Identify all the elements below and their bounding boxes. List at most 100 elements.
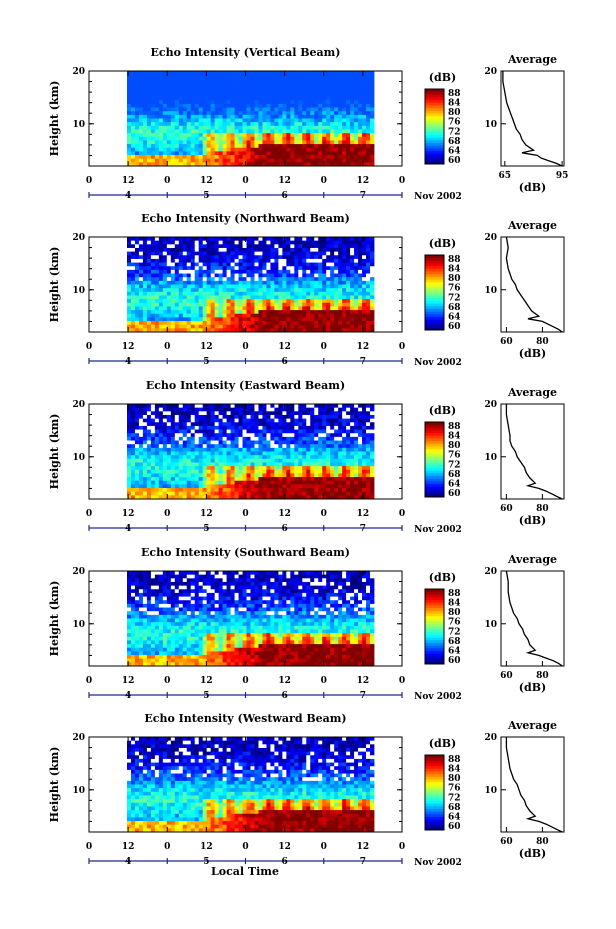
heatmap-cell [146, 258, 152, 263]
heatmap-cell [354, 125, 359, 130]
heatmap-cell [238, 103, 243, 108]
heatmap-cell [154, 251, 160, 256]
heatmap-cell [262, 284, 267, 289]
heatmap-cell [178, 107, 184, 112]
heatmap-cell [366, 255, 371, 260]
heatmap-cell [318, 477, 323, 482]
heatmap-cell [230, 310, 235, 315]
heatmap-cell [274, 240, 279, 245]
heatmap-cell [130, 429, 136, 434]
heatmap-cell [358, 414, 363, 420]
heatmap-cell [266, 291, 271, 296]
heatmap-cell [214, 299, 220, 304]
heatmap-cell [306, 247, 311, 253]
heatmap-cell [302, 284, 307, 289]
heatmap-cell [170, 74, 176, 79]
heatmap-cell [354, 107, 359, 112]
heatmap-cell [130, 284, 136, 289]
heatmap-cell [198, 466, 204, 471]
heatmap-cell [218, 237, 224, 242]
heatmap-cell [338, 495, 343, 500]
heatmap-cell [250, 418, 255, 423]
heatmap-cell [258, 455, 263, 460]
heatmap-cell [274, 251, 279, 256]
heatmap-cell [354, 447, 359, 452]
colorbar-swatch [425, 287, 444, 291]
heatmap-cell [202, 313, 208, 318]
heatmap-cell [326, 436, 331, 441]
heatmap-cell [166, 317, 172, 322]
heatmap-cell [186, 262, 192, 267]
heatmap-cell [358, 317, 363, 322]
heatmap-cell [134, 418, 140, 423]
heatmap-cell [186, 114, 192, 119]
heatmap-cell [130, 488, 136, 493]
heatmap-cell [278, 111, 283, 116]
heatmap-cell [306, 244, 311, 249]
heatmap-cell [286, 258, 291, 263]
heatmap-cell [310, 433, 315, 438]
heatmap-cell [222, 414, 227, 420]
heatmap-cell [138, 255, 144, 260]
heatmap-cell [274, 71, 279, 76]
heatmap-cell [170, 136, 176, 141]
heatmap-cell [158, 147, 164, 152]
heatmap-cell [286, 74, 291, 79]
heatmap-cell [198, 488, 204, 493]
heatmap-cell [330, 74, 335, 79]
heatmap-cell [266, 158, 271, 163]
heatmap-cell [302, 422, 307, 427]
heatmap-cell [358, 411, 363, 416]
heatmap-cell [322, 491, 327, 496]
heatmap-cell [258, 480, 263, 485]
heatmap-cell [210, 495, 216, 500]
heatmap-cell [178, 255, 184, 260]
heatmap-cell [278, 151, 283, 156]
heatmap-cell [346, 269, 351, 274]
heatmap-cell [306, 258, 311, 263]
heatmap-cell [342, 155, 347, 160]
profile-x-tick-label: 95 [556, 171, 569, 181]
heatmap-cell [306, 444, 311, 449]
heatmap-cell [286, 273, 291, 278]
heatmap-cell [138, 111, 144, 116]
heatmap-cell [254, 488, 259, 493]
heatmap-cell [246, 277, 251, 282]
heatmap-cell [230, 144, 235, 149]
heatmap-cell [142, 136, 148, 141]
heatmap-cell [238, 317, 243, 322]
heatmap-cell [222, 469, 227, 474]
heatmap-cell [254, 306, 259, 311]
heatmap-cell [134, 466, 140, 471]
heatmap-cell [174, 251, 180, 256]
heatmap-cell [334, 85, 339, 90]
heatmap-cell [306, 280, 311, 285]
heatmap-cell [142, 425, 148, 430]
heatmap-cell [186, 244, 192, 249]
heatmap-cell [270, 258, 275, 263]
heatmap-cell [202, 155, 208, 160]
heatmap-cell [222, 96, 227, 101]
heatmap-cell [194, 251, 200, 256]
heatmap-cell [186, 129, 192, 134]
heatmap-cell [226, 96, 231, 101]
x-tick-label: 12 [122, 342, 135, 352]
heatmap-cell [222, 444, 227, 449]
colorbar-swatch [425, 113, 444, 117]
heatmap-cell [154, 447, 160, 452]
heatmap-cell [250, 455, 255, 460]
heatmap-cell [286, 118, 291, 123]
heatmap-cell [302, 118, 307, 123]
heatmap-cell [286, 136, 291, 141]
heatmap-cell [130, 74, 136, 79]
heatmap-cell [294, 418, 299, 423]
heatmap-cell [306, 317, 311, 322]
heatmap-cell [254, 321, 259, 326]
heatmap-cell [310, 107, 315, 112]
heatmap-cell [170, 147, 176, 152]
heatmap-cell [322, 284, 327, 289]
heatmap-cell [246, 469, 251, 474]
heatmap-cell [158, 114, 164, 119]
heatmap-cell [154, 147, 160, 152]
heatmap-cell [334, 328, 339, 333]
